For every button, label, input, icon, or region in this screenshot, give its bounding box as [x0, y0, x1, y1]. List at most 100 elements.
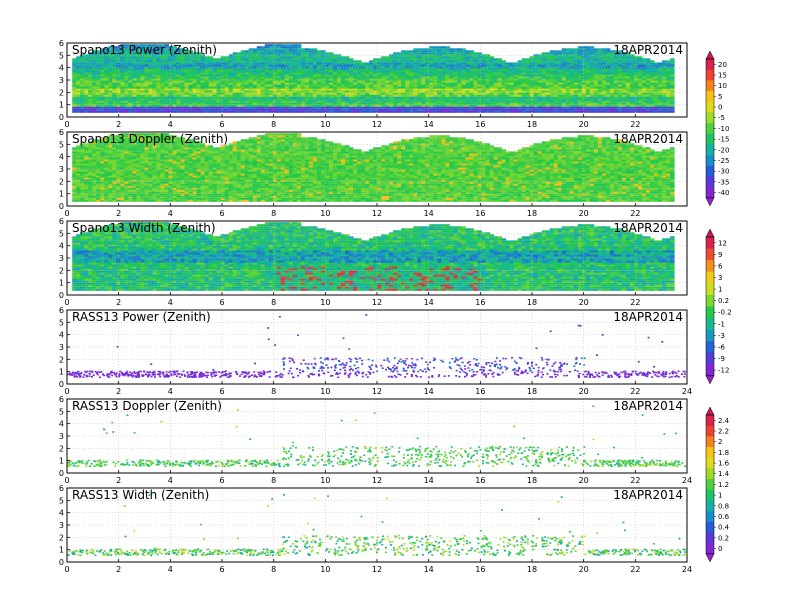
- heatmap-cell: [381, 97, 386, 99]
- heatmap-cell: [297, 76, 302, 78]
- heatmap-cell: [241, 103, 246, 105]
- heatmap-cell: [345, 70, 350, 72]
- heatmap-cell: [461, 89, 466, 91]
- heatmap-cell: [217, 70, 222, 72]
- heatmap-cell: [88, 103, 93, 105]
- heatmap-cell: [498, 103, 503, 105]
- heatmap-cell: [325, 109, 330, 111]
- heatmap-cell: [233, 68, 238, 70]
- heatmap-cell: [305, 76, 310, 78]
- heatmap-cell: [177, 89, 182, 91]
- x-tick-label: 14: [424, 120, 434, 129]
- heatmap-cell: [124, 101, 129, 103]
- heatmap-cell: [185, 85, 190, 87]
- heatmap-cell: [558, 52, 563, 54]
- heatmap-cell: [305, 58, 310, 60]
- heatmap-cell: [249, 109, 254, 111]
- heatmap-cell: [546, 89, 551, 91]
- heatmap-cell: [473, 107, 478, 109]
- heatmap-cell: [401, 68, 406, 70]
- heatmap-cell: [100, 153, 105, 155]
- heatmap-cell: [104, 161, 109, 163]
- heatmap-cell: [357, 64, 362, 66]
- heatmap-cell: [305, 89, 310, 91]
- heatmap-cell: [92, 172, 97, 174]
- heatmap-cell: [562, 62, 567, 64]
- colorbar-label: 0: [718, 104, 722, 112]
- heatmap-cell: [357, 66, 362, 68]
- heatmap-cell: [538, 56, 543, 58]
- heatmap-cell: [562, 109, 567, 111]
- heatmap-cell: [514, 109, 519, 111]
- heatmap-cell: [546, 103, 551, 105]
- heatmap-cell: [197, 81, 202, 83]
- heatmap-cell: [76, 192, 81, 194]
- heatmap-cell: [257, 107, 262, 109]
- heatmap-cell: [189, 76, 194, 78]
- heatmap-cell: [345, 62, 350, 64]
- heatmap-cell: [642, 95, 647, 97]
- heatmap-cell: [144, 101, 149, 103]
- heatmap-cell: [305, 72, 310, 74]
- heatmap-cell: [249, 83, 254, 85]
- heatmap-cell: [169, 64, 174, 66]
- heatmap-cell: [441, 62, 446, 64]
- heatmap-cell: [409, 56, 414, 58]
- heatmap-cell: [225, 87, 230, 89]
- heatmap-cell: [261, 99, 266, 101]
- heatmap-cell: [610, 76, 615, 78]
- heatmap-cell: [253, 107, 258, 109]
- heatmap-cell: [173, 64, 178, 66]
- heatmap-cell: [140, 101, 145, 103]
- heatmap-cell: [606, 66, 611, 68]
- heatmap-cell: [453, 111, 458, 113]
- heatmap-cell: [381, 58, 386, 60]
- heatmap-cell: [277, 81, 282, 83]
- heatmap-cell: [197, 68, 202, 70]
- heatmap-cell: [92, 74, 97, 76]
- heatmap-cell: [132, 85, 137, 87]
- heatmap-cell: [76, 147, 81, 149]
- heatmap-cell: [566, 64, 571, 66]
- heatmap-cell: [590, 95, 595, 97]
- heatmap-cell: [285, 87, 290, 89]
- heatmap-cell: [417, 93, 422, 95]
- heatmap-cell: [461, 85, 466, 87]
- heatmap-cell: [494, 103, 499, 105]
- heatmap-cell: [245, 70, 250, 72]
- heatmap-cell: [397, 52, 402, 54]
- heatmap-cell: [630, 101, 635, 103]
- heatmap-cell: [80, 192, 85, 194]
- heatmap-cell: [630, 74, 635, 76]
- heatmap-cell: [257, 111, 262, 113]
- heatmap-cell: [277, 93, 282, 95]
- heatmap-cell: [185, 109, 190, 111]
- heatmap-cell: [221, 85, 226, 87]
- heatmap-cell: [469, 72, 474, 74]
- heatmap-cell: [136, 99, 141, 101]
- heatmap-cell: [177, 87, 182, 89]
- heatmap-cell: [76, 161, 81, 163]
- heatmap-cell: [546, 109, 551, 111]
- heatmap-cell: [140, 72, 145, 74]
- heatmap-cell: [506, 87, 511, 89]
- heatmap-cell: [313, 93, 318, 95]
- heatmap-cell: [397, 95, 402, 97]
- heatmap-cell: [165, 70, 170, 72]
- heatmap-cell: [281, 99, 286, 101]
- heatmap-cell: [313, 87, 318, 89]
- heatmap-cell: [610, 97, 615, 99]
- heatmap-cell: [80, 64, 85, 66]
- heatmap-cell: [586, 64, 591, 66]
- heatmap-cell: [582, 58, 587, 60]
- heatmap-cell: [217, 93, 222, 95]
- heatmap-cell: [393, 111, 398, 113]
- heatmap-cell: [522, 62, 527, 64]
- heatmap-cell: [638, 74, 643, 76]
- heatmap-cell: [325, 70, 330, 72]
- heatmap-cell: [76, 159, 81, 161]
- heatmap-cell: [369, 76, 374, 78]
- heatmap-cell: [225, 109, 230, 111]
- heatmap-cell: [112, 157, 117, 159]
- heatmap-cell: [140, 103, 145, 105]
